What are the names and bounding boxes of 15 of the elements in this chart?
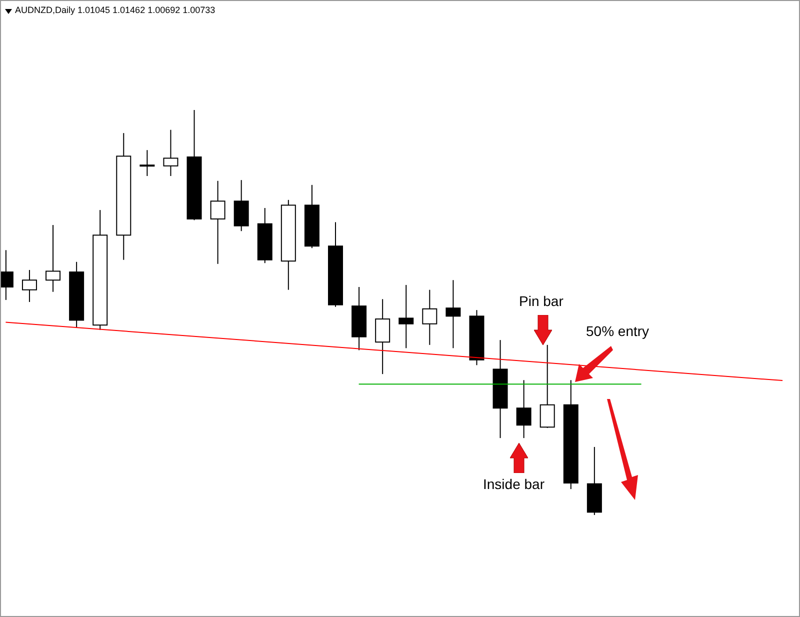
candlestick [446,280,461,349]
annotation: Pin bar [519,293,564,309]
candlestick [22,269,37,302]
candlestick [210,180,226,264]
candlestick [422,289,438,346]
candlestick [398,284,414,349]
candlestick [46,224,61,292]
annotation: 50% entry [586,323,650,339]
candlestick [540,344,555,428]
chart-title: AUDNZD,Daily 1.01045 1.01462 1.00692 1.00733 [15,5,216,15]
candlestick [516,380,532,439]
candlestick [140,150,155,177]
candlestick [163,129,178,177]
candlestick [375,298,390,375]
annotation: Inside bar [483,476,544,492]
